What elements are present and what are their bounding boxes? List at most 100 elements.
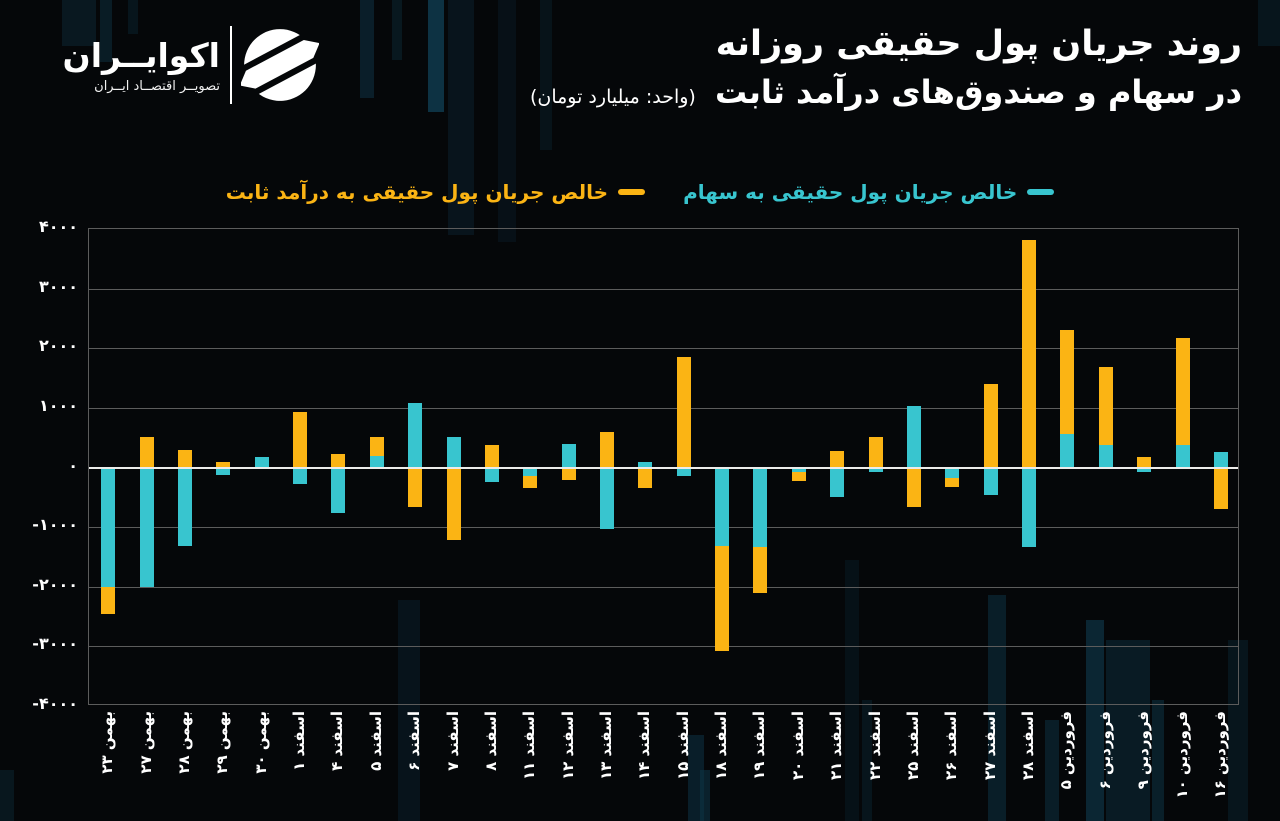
chart-title-line1: روند جریان پول حقیقی روزانه: [715, 24, 1242, 64]
x-axis-tick-label: اسفند ۲۸: [1019, 711, 1037, 781]
background-candle-shape: [1152, 700, 1164, 821]
y-axis-tick-label: -۴۰۰۰: [32, 694, 78, 713]
bar-stocks: [1022, 467, 1036, 547]
background-candle-shape: [360, 0, 374, 98]
bar-fixed-income: [676, 356, 691, 468]
x-axis-tick-label: فروردین ۱۰: [1172, 711, 1191, 799]
bar-stocks: [216, 467, 231, 475]
x-axis-tick-label: فروردین ۹: [1134, 711, 1153, 790]
bar-stocks: [945, 467, 960, 479]
x-axis-tick-label: اسفند ۲۷: [980, 711, 999, 781]
bar-fixed-income: [177, 450, 192, 468]
background-candle-shape: [62, 0, 96, 46]
y-axis-tick-label: -۱۰۰۰: [32, 515, 78, 535]
bar-fixed-income: [293, 411, 307, 468]
bar-fixed-income: [139, 436, 154, 468]
bar-fixed-income: [1137, 456, 1152, 468]
x-axis-tick-label: اسفند ۱: [290, 711, 308, 771]
x-axis-tick-label: اسفند ۲۶: [942, 711, 961, 781]
y-axis-tick-label: ۴۰۰۰: [38, 217, 78, 236]
bar-stocks: [638, 461, 653, 468]
background-candle-shape: [1086, 620, 1104, 821]
bar-stocks: [715, 467, 729, 546]
bar-stocks: [446, 436, 461, 468]
x-axis-tick-label: اسفند ۵: [366, 711, 385, 771]
x-axis-tick-label: اسفند ۲۲: [865, 711, 884, 781]
background-candle-shape: [1258, 0, 1280, 46]
x-axis-tick-label: اسفند ۸: [481, 711, 500, 771]
gridline: [89, 348, 1238, 350]
gridline: [89, 586, 1238, 588]
background-candle-shape: [0, 770, 14, 821]
brand-divider: [230, 26, 232, 104]
bar-stocks: [139, 467, 154, 588]
y-axis-tick-label: ۲۰۰۰: [38, 336, 78, 356]
bar-fixed-income: [638, 467, 653, 488]
bar-stocks: [753, 467, 768, 548]
bar-stocks: [906, 405, 921, 468]
bar-stocks: [1137, 467, 1152, 472]
chart-title-block: روند جریان پول حقیقی روزانه در سهام و صن…: [530, 20, 1242, 111]
bar-fixed-income: [331, 453, 346, 468]
gridline: [89, 527, 1238, 529]
bar-stocks: [1060, 433, 1075, 468]
x-axis-tick-label: اسفند ۱۵: [673, 711, 692, 781]
bar-stocks: [1098, 445, 1113, 468]
brand-logo: اکوایــران تصویــر اقتصــاد ایــران: [42, 26, 319, 104]
bar-stocks: [101, 467, 116, 587]
legend-marker-fixed-income-icon: [618, 189, 646, 195]
x-axis-tick-label: بهمن ۲۳: [98, 711, 117, 774]
bar-fixed-income: [216, 461, 231, 468]
bar-fixed-income: [983, 383, 998, 468]
brand-name: اکوایــران: [62, 36, 220, 75]
background-candle-shape: [540, 0, 552, 150]
x-axis-tick-label: اسفند ۱۸: [712, 711, 730, 781]
bar-stocks: [293, 467, 307, 484]
background-candle-shape: [1106, 640, 1150, 821]
background-candle-shape: [1045, 720, 1059, 821]
background-candle-shape: [1228, 640, 1248, 821]
background-candle-shape: [988, 595, 1006, 821]
bar-stocks: [676, 467, 691, 476]
gridline: [89, 288, 1238, 290]
bar-stocks: [177, 467, 192, 547]
x-axis-tick-label: اسفند ۲۱: [827, 711, 846, 781]
background-candle-shape: [392, 0, 402, 60]
bar-fixed-income: [561, 467, 576, 480]
legend-marker-stocks-icon: [1027, 189, 1055, 195]
bar-fixed-income: [1213, 467, 1228, 509]
bar-fixed-income: [600, 431, 614, 468]
background-candle-shape: [100, 0, 112, 62]
brand-text-block: اکوایــران تصویــر اقتصــاد ایــران: [42, 36, 220, 94]
y-axis-tick-label: ۰: [68, 455, 78, 475]
bar-stocks: [561, 444, 576, 468]
bar-stocks: [523, 467, 538, 476]
y-axis-tick-label: -۳۰۰۰: [32, 634, 78, 654]
bar-fixed-income: [1060, 330, 1075, 468]
bar-fixed-income: [1022, 239, 1036, 468]
bar-fixed-income: [1175, 337, 1190, 468]
x-axis-tick-label: اسفند ۱۳: [597, 711, 615, 781]
y-axis-tick-label: -۲۰۰۰: [32, 574, 78, 594]
bar-chart-plot: [88, 228, 1239, 705]
x-axis-tick-label: اسفند ۲۰: [788, 711, 807, 781]
bar-stocks: [408, 402, 423, 468]
bar-fixed-income: [446, 467, 461, 540]
gridline: [89, 646, 1238, 648]
brand-tagline: تصویــر اقتصــاد ایــران: [94, 79, 220, 94]
bar-stocks: [1213, 451, 1228, 468]
x-axis-tick-label: اسفند ۱۲: [558, 711, 577, 781]
background-candle-shape: [845, 560, 859, 821]
bar-stocks: [369, 455, 384, 468]
x-axis-tick-label: اسفند ۱۴: [635, 711, 654, 781]
background-candle-shape: [448, 0, 474, 235]
bar-stocks: [791, 467, 806, 473]
chart-legend: خالص جریان پول حقیقی به سهام خالص جریان …: [0, 180, 1280, 204]
x-axis-tick-label: اسفند ۶: [405, 711, 424, 771]
x-axis-tick-label: بهمن ۲۸: [174, 711, 193, 774]
bar-stocks: [983, 467, 998, 496]
x-axis-tick-label: اسفند ۱۱: [520, 711, 539, 781]
x-axis-tick-label: اسفند ۴: [328, 711, 347, 771]
chart-title-line2-text: در سهام و صندوق‌های درآمد ثابت: [714, 73, 1242, 111]
